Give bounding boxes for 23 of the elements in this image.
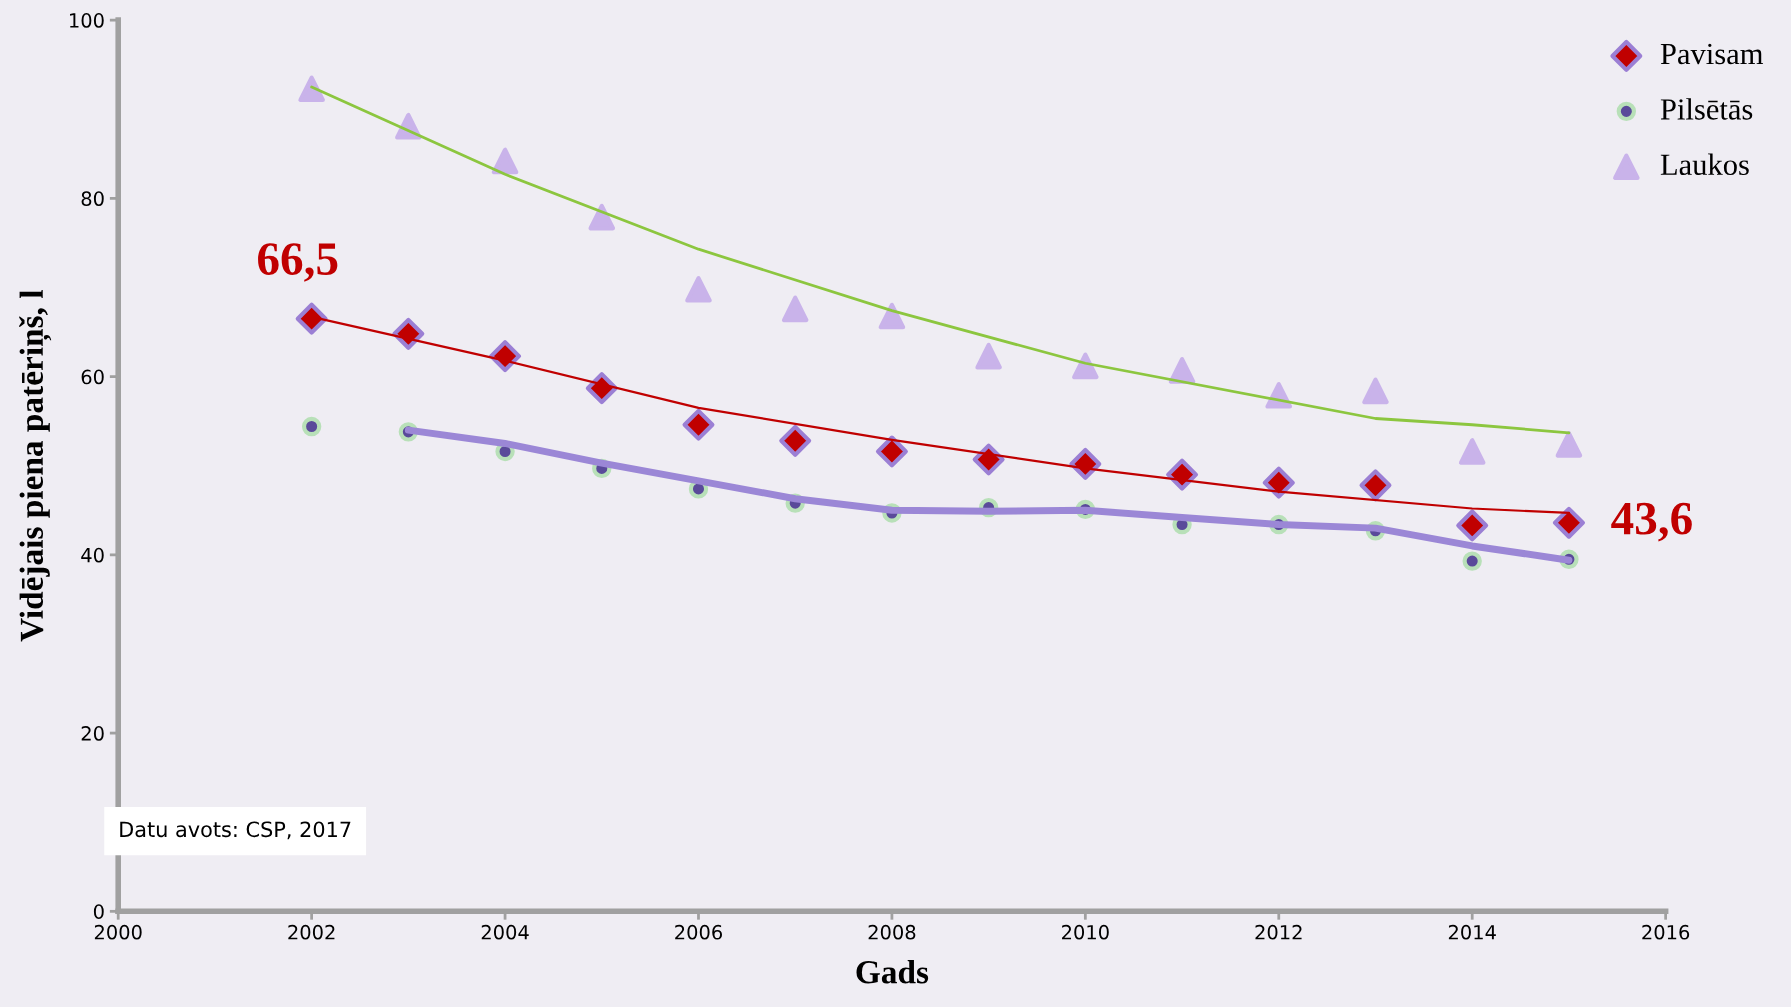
y-tick-label: 20 — [81, 726, 104, 741]
y-tick-label: 60 — [81, 369, 104, 385]
x-tick-label: 2012 — [1255, 924, 1302, 940]
x-tick-label: 2006 — [675, 924, 723, 940]
annotation: Datu avots: CSP, 2017 — [120, 821, 351, 840]
y-axis-title: Vidējais piena patēriņš, l — [19, 290, 52, 642]
x-tick-label: 2002 — [288, 924, 335, 940]
legend-label: Pavisam — [1660, 43, 1764, 65]
y-tick-label: 40 — [81, 547, 104, 563]
x-tick-label: 2008 — [868, 924, 916, 940]
legend-label: Pilsētās — [1660, 98, 1753, 120]
x-tick-label: 2010 — [1062, 924, 1109, 940]
x-tick-label: 2016 — [1642, 924, 1690, 940]
x-tick-label: 2000 — [94, 924, 142, 940]
y-tick-label: 100 — [70, 13, 104, 28]
legend-label: Laukos — [1660, 153, 1749, 176]
x-axis-title: Gads — [856, 960, 929, 984]
x-tick-label: 2004 — [481, 924, 529, 940]
x-tick-label: 2014 — [1448, 924, 1496, 940]
y-tick-label: 0 — [93, 904, 104, 919]
annotation: 43,6 — [1611, 502, 1692, 542]
y-tick-label: 80 — [81, 191, 104, 207]
annotation: 66,5 — [258, 243, 338, 282]
